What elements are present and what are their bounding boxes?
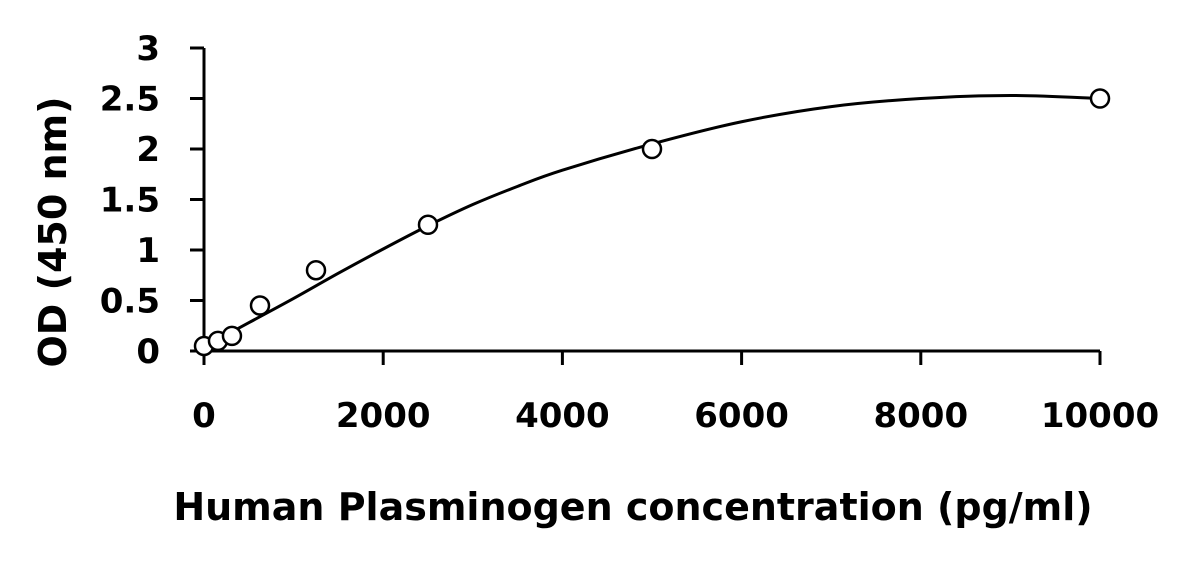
x-axis-title: Human Plasminogen concentration (pg/ml) xyxy=(173,485,1092,529)
x-tick-label: 8000 xyxy=(873,396,968,436)
data-points xyxy=(193,88,1111,357)
fit-curve-line xyxy=(203,93,1101,349)
axes xyxy=(202,48,1100,353)
y-tick-label: 1 xyxy=(136,231,160,271)
x-tick-label: 4000 xyxy=(515,396,610,436)
y-tick-label: 2.5 xyxy=(100,80,160,120)
data-point xyxy=(249,295,271,316)
x-tick-label: 0 xyxy=(192,396,216,436)
y-tick-label: 2 xyxy=(136,130,160,170)
x-tick-label: 10000 xyxy=(1041,396,1159,436)
y-tick-label: 3 xyxy=(136,29,160,69)
y-axis-title: OD (450 nm) xyxy=(31,96,75,367)
x-ticks: 0 2000 4000 6000 8000 10000 xyxy=(192,351,1159,436)
x-tick-label: 2000 xyxy=(336,396,431,436)
y-tick-label: 1.5 xyxy=(100,181,160,221)
data-point xyxy=(221,325,243,347)
data-point xyxy=(305,259,327,281)
y-tick-label: 0 xyxy=(136,332,160,372)
x-tick-label: 6000 xyxy=(694,396,789,436)
y-tick-label: 0.5 xyxy=(100,282,160,322)
data-point xyxy=(641,138,663,160)
data-point xyxy=(417,214,439,235)
data-point xyxy=(1089,88,1111,109)
y-ticks: 0 0.5 1 1.5 2 2.5 3 xyxy=(100,29,204,372)
